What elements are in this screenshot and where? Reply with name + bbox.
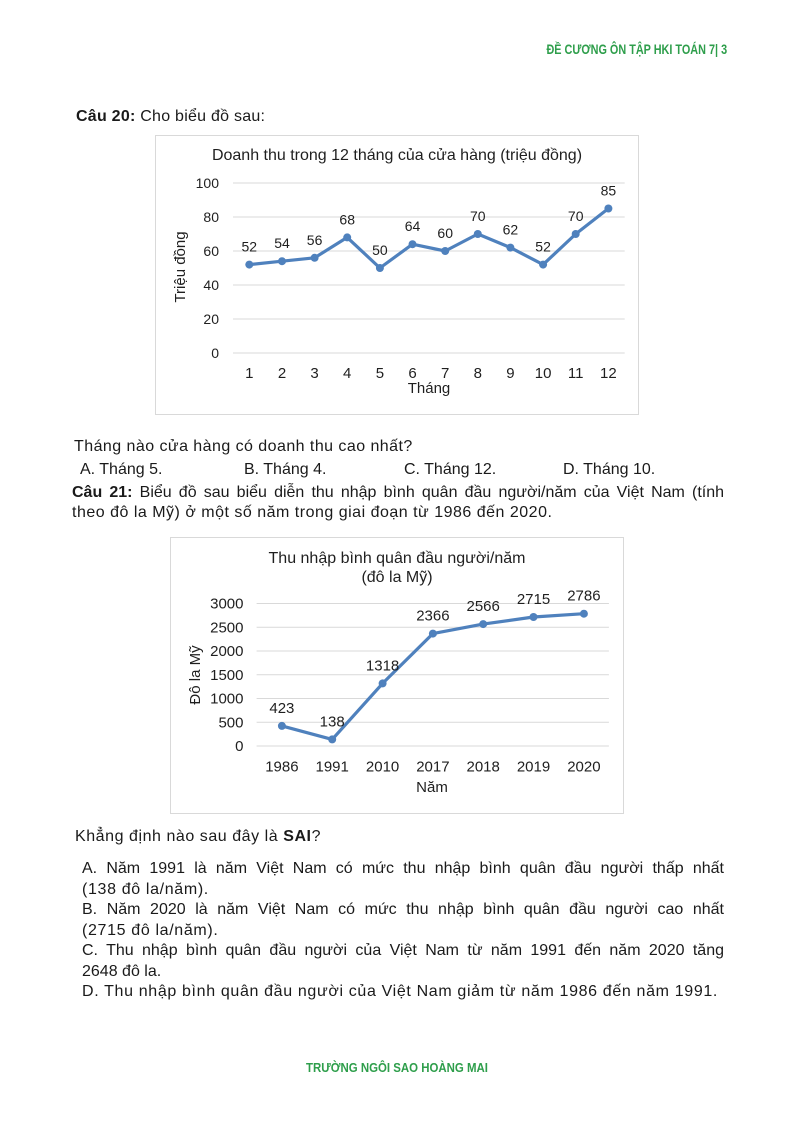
- svg-text:100: 100: [196, 175, 220, 191]
- svg-text:2: 2: [278, 365, 286, 382]
- svg-text:2366: 2366: [416, 608, 449, 625]
- svg-text:11: 11: [568, 365, 584, 382]
- svg-text:3000: 3000: [210, 596, 243, 613]
- svg-text:2020: 2020: [567, 759, 600, 776]
- svg-text:2500: 2500: [210, 619, 243, 636]
- svg-text:68: 68: [339, 211, 355, 227]
- svg-text:54: 54: [274, 235, 290, 251]
- svg-text:12: 12: [600, 365, 617, 382]
- svg-text:5: 5: [376, 365, 384, 382]
- svg-text:2000: 2000: [210, 643, 243, 660]
- svg-text:2010: 2010: [366, 759, 399, 776]
- svg-text:Đô la Mỹ: Đô la Mỹ: [187, 645, 204, 705]
- svg-text:2566: 2566: [467, 598, 500, 615]
- svg-text:500: 500: [218, 714, 243, 731]
- svg-text:138: 138: [320, 713, 345, 730]
- svg-text:423: 423: [269, 700, 294, 717]
- svg-text:Năm: Năm: [416, 779, 448, 796]
- svg-text:6: 6: [408, 365, 416, 382]
- svg-text:85: 85: [601, 183, 617, 199]
- svg-text:70: 70: [470, 208, 486, 224]
- svg-text:80: 80: [203, 209, 219, 225]
- svg-text:1991: 1991: [316, 759, 349, 776]
- svg-text:50: 50: [372, 242, 388, 258]
- svg-text:3: 3: [310, 365, 318, 382]
- svg-text:Triệu đồng: Triệu đồng: [172, 231, 189, 302]
- svg-text:1: 1: [245, 365, 253, 382]
- svg-text:10: 10: [535, 365, 552, 382]
- svg-text:Doanh thu trong 12 tháng của c: Doanh thu trong 12 tháng của cửa hàng (t…: [212, 147, 582, 164]
- svg-text:70: 70: [568, 208, 584, 224]
- svg-text:1318: 1318: [366, 657, 399, 674]
- svg-text:7: 7: [441, 365, 449, 382]
- svg-text:20: 20: [203, 311, 219, 327]
- svg-text:2018: 2018: [467, 759, 500, 776]
- svg-text:0: 0: [235, 738, 243, 755]
- svg-text:52: 52: [535, 239, 551, 255]
- svg-text:0: 0: [211, 345, 219, 361]
- svg-text:1000: 1000: [210, 691, 243, 708]
- svg-text:64: 64: [405, 218, 421, 234]
- svg-text:2017: 2017: [416, 759, 449, 776]
- svg-text:60: 60: [437, 225, 453, 241]
- svg-text:8: 8: [474, 365, 482, 382]
- svg-text:1986: 1986: [265, 759, 298, 776]
- svg-text:9: 9: [506, 365, 514, 382]
- svg-text:2019: 2019: [517, 759, 550, 776]
- svg-text:62: 62: [503, 222, 519, 238]
- svg-text:1500: 1500: [210, 667, 243, 684]
- svg-text:Tháng: Tháng: [408, 380, 451, 397]
- svg-text:56: 56: [307, 232, 323, 248]
- svg-text:(đô la Mỹ): (đô la Mỹ): [361, 569, 432, 586]
- svg-text:52: 52: [242, 239, 258, 255]
- svg-text:Thu nhập bình quân đầu người/n: Thu nhập bình quân đầu người/năm: [269, 550, 526, 567]
- svg-text:2786: 2786: [567, 588, 600, 605]
- svg-text:2715: 2715: [517, 591, 550, 608]
- svg-text:4: 4: [343, 365, 351, 382]
- svg-text:40: 40: [203, 277, 219, 293]
- svg-text:60: 60: [203, 243, 219, 259]
